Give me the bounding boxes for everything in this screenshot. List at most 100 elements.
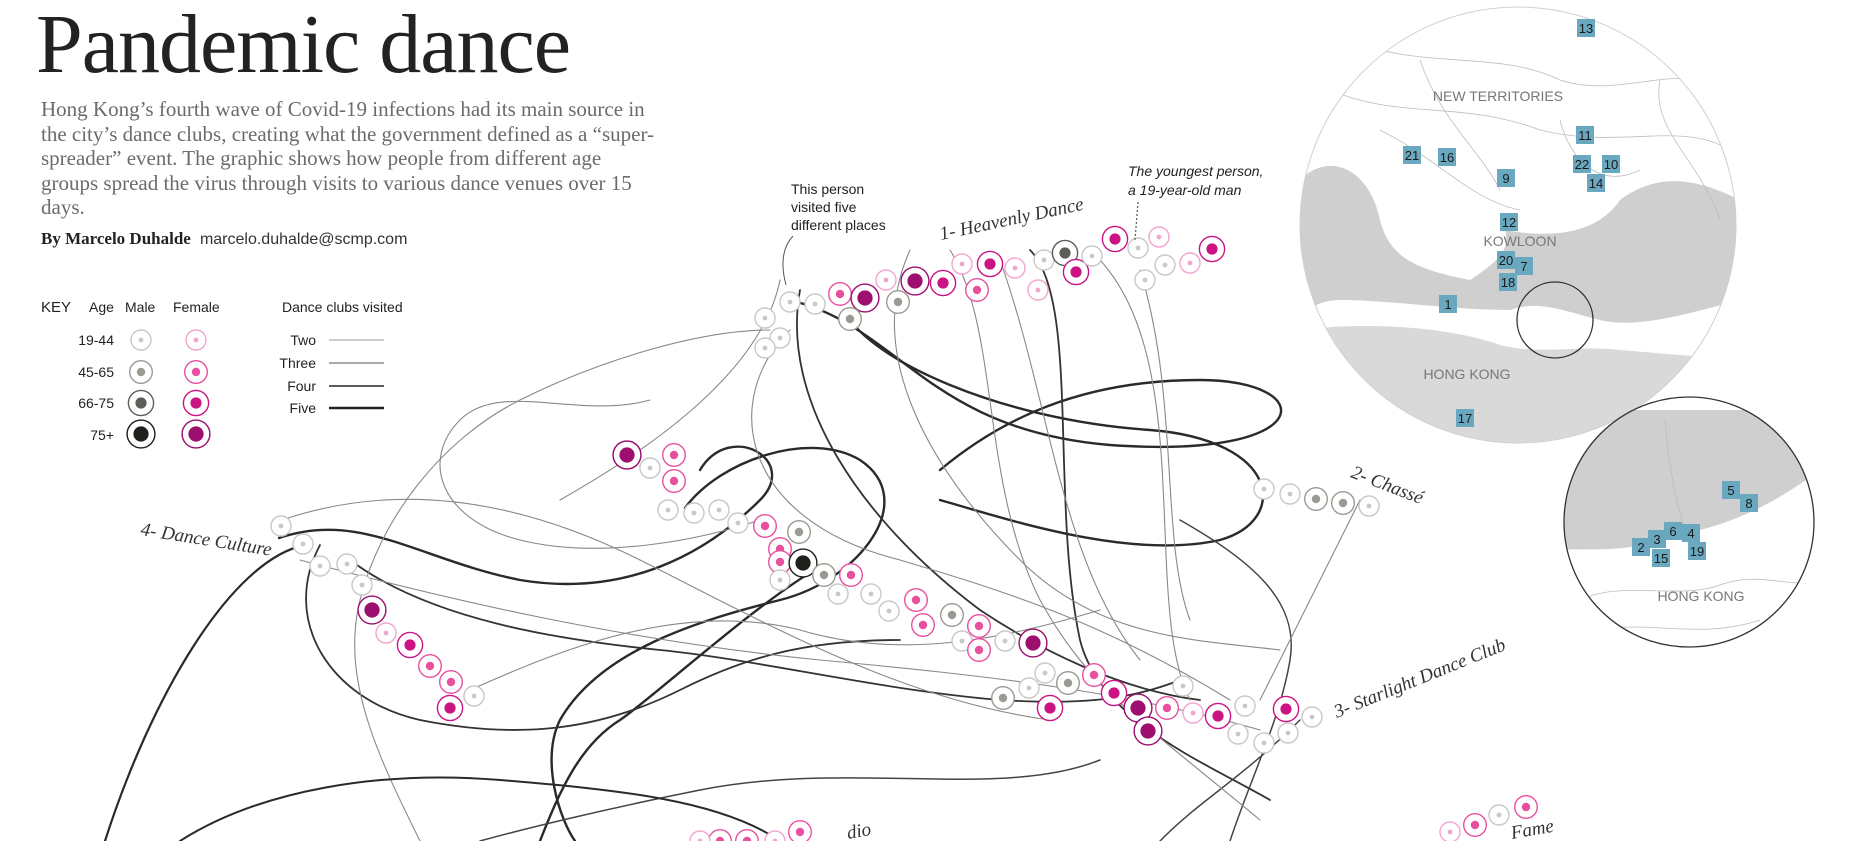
male-person-node: [1279, 483, 1301, 505]
map-badge-label: 4: [1687, 526, 1694, 541]
byline-email: marcelo.duhalde@scmp.com: [199, 231, 408, 248]
female-person-node: [1148, 226, 1170, 248]
female-person-node: [439, 670, 464, 695]
female-person-node: [182, 389, 210, 417]
link-line: [894, 249, 1281, 651]
male-person-node: [1330, 491, 1355, 516]
female-person-node: [436, 694, 464, 722]
female-person-node: [735, 829, 759, 841]
map-badge-label: 9: [1502, 171, 1509, 186]
link-line: [1179, 519, 1292, 841]
female-person-node: [1179, 252, 1201, 274]
person-nodes: [270, 225, 1538, 841]
female-person-node: [1272, 695, 1300, 723]
link-line: [751, 329, 1231, 701]
map-badge: 4: [1682, 524, 1700, 542]
page-title: Pandemic dance: [36, 0, 571, 91]
legend-male-header: Male: [125, 299, 156, 315]
female-person-node: [1062, 258, 1090, 286]
female-person-node: [967, 614, 992, 639]
female-person-node: [951, 253, 973, 275]
male-person-node: [1154, 254, 1176, 276]
map-badge: 6: [1664, 522, 1682, 540]
female-person-node: [396, 631, 424, 659]
map-badge-label: 19: [1690, 544, 1704, 559]
link-line: [1139, 269, 1191, 621]
female-person-node: [689, 830, 711, 841]
female-person-node: [1513, 795, 1538, 820]
male-person-node: [336, 553, 358, 575]
female-person-node: [185, 329, 207, 351]
map-area-label: KOWLOON: [1483, 233, 1556, 249]
female-person-node: [418, 654, 443, 679]
female-person-node: [1204, 702, 1232, 730]
male-person-node: [270, 515, 292, 537]
male-person-node: [351, 574, 373, 596]
map-badge-label: 6: [1669, 524, 1676, 539]
annotation-line: The youngest person,: [1128, 163, 1263, 179]
male-person-node: [727, 512, 749, 534]
map-badge: 19: [1688, 542, 1706, 560]
male-person-node: [1488, 804, 1510, 826]
map-badge: 18: [1499, 273, 1517, 291]
male-person-node: [1253, 732, 1275, 754]
female-person-node: [875, 269, 897, 291]
male-person-node: [860, 583, 882, 605]
map-hongkong-inset: HONG KONG 58 63 4 2 19 15: [1563, 396, 1815, 648]
map-badge: 16: [1438, 148, 1456, 166]
map-badge: 20: [1497, 251, 1515, 269]
male-person-node: [754, 337, 776, 359]
venue-label-3: 3- Starlight Dance Club: [1330, 635, 1509, 723]
female-person-node: [181, 419, 211, 449]
male-person-node: [769, 327, 791, 349]
link-line: [1259, 499, 1361, 701]
female-person-node: [904, 588, 929, 613]
male-person-node: [1303, 487, 1328, 512]
link-line: [559, 279, 781, 501]
map-badge: 22: [1573, 155, 1591, 173]
female-person-node: [1100, 679, 1128, 707]
map-badge-label: 14: [1589, 176, 1603, 191]
venue-label-1: 1- Heavenly Dance: [938, 194, 1086, 245]
link-line: [999, 259, 1141, 661]
male-person-node: [838, 307, 863, 332]
map-badge: 17: [1456, 409, 1474, 427]
male-person-node: [1277, 722, 1299, 744]
map-badge-label: 17: [1458, 411, 1472, 426]
male-person-node: [1018, 677, 1040, 699]
map-badge: 21: [1403, 146, 1421, 164]
map-badge: 14: [1587, 174, 1605, 192]
male-person-node: [1055, 671, 1080, 696]
map-badge: 1: [1439, 295, 1457, 313]
map-badge: 15: [1652, 549, 1670, 567]
male-person-node: [1127, 237, 1149, 259]
connection-lines: [103, 249, 1361, 841]
link-line: [1159, 719, 1301, 841]
venue-label-4: 4- Dance Culture: [139, 519, 273, 560]
male-person-node: [1134, 269, 1156, 291]
male-person-node: [878, 600, 900, 622]
legend-age-label: 19-44: [78, 332, 114, 348]
map-badges: 58 63 4 2 19 15: [1632, 481, 1758, 567]
female-person-node: [1036, 694, 1064, 722]
link-line: [843, 310, 1265, 547]
legend-title: KEY: [41, 299, 71, 316]
male-person-node: [1033, 249, 1055, 271]
female-person-node: [1439, 821, 1461, 841]
map-land: [1300, 165, 1736, 323]
male-person-node: [1172, 675, 1194, 697]
link-line: [179, 776, 781, 841]
male-person-node: [994, 630, 1016, 652]
map-area-label: NEW TERRITORIES: [1433, 88, 1563, 104]
map-badge: 9: [1497, 169, 1515, 187]
male-person-node: [1081, 245, 1103, 267]
male-person-node: [1301, 706, 1323, 728]
map-badge-label: 15: [1654, 551, 1668, 566]
male-person-node: [683, 502, 705, 524]
male-person-node: [991, 686, 1016, 711]
legend-age-header: Age: [89, 299, 114, 315]
male-person-node: [708, 499, 730, 521]
annotation-five-places: This person visited five different place…: [782, 181, 886, 286]
male-person-node: [657, 499, 679, 521]
